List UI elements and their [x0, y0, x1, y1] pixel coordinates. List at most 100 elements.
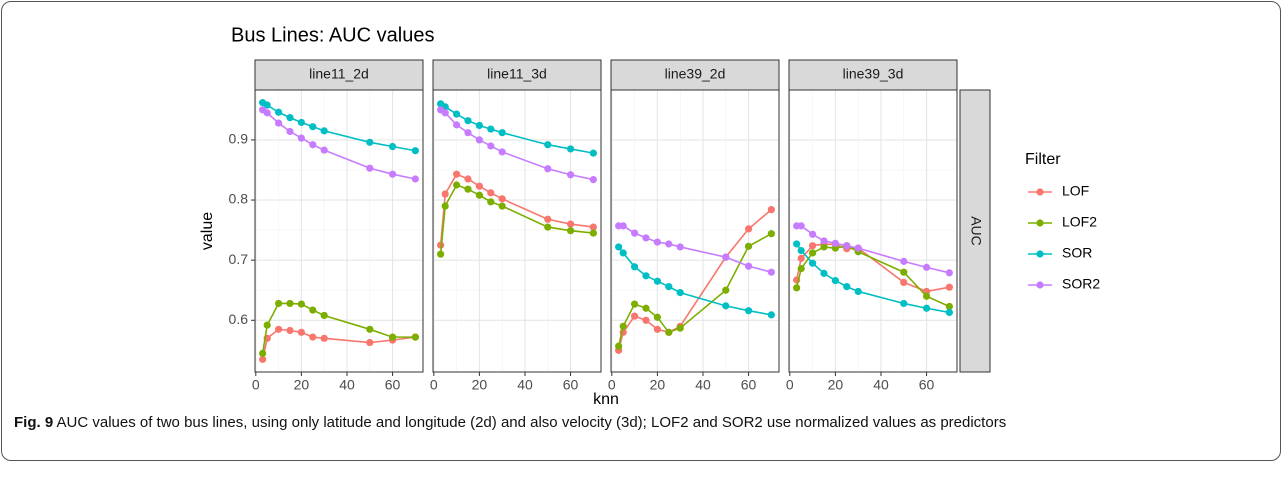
point	[831, 277, 839, 285]
point	[854, 244, 862, 252]
point	[452, 170, 461, 178]
point	[900, 268, 908, 276]
point	[843, 283, 851, 291]
point	[452, 121, 461, 129]
strip-label: line39_3d	[843, 66, 904, 82]
x-tick-label: 20	[828, 377, 844, 393]
point	[309, 123, 317, 131]
legend-item: SOR	[1028, 245, 1092, 261]
y-tick-label: 0.6	[229, 311, 249, 327]
strip-background	[959, 89, 991, 373]
point	[642, 304, 650, 312]
point	[487, 142, 495, 150]
x-tick-label: 0	[786, 377, 794, 393]
line	[261, 328, 416, 360]
point	[487, 198, 495, 206]
strip-background	[432, 59, 602, 91]
point	[922, 292, 931, 300]
point	[831, 239, 839, 247]
point	[498, 129, 506, 137]
line	[262, 109, 416, 180]
point	[286, 114, 294, 122]
point	[589, 223, 597, 231]
figure-frame	[1, 1, 1281, 461]
point	[744, 225, 753, 233]
point	[437, 250, 445, 258]
point	[297, 300, 305, 308]
point	[642, 234, 650, 242]
point	[665, 328, 673, 336]
point	[820, 269, 828, 277]
series: SOR2	[615, 222, 775, 276]
point	[464, 175, 472, 183]
point	[808, 249, 817, 257]
x-tick-label: 0	[430, 377, 438, 393]
point	[544, 165, 552, 173]
legend-item: LOF	[1028, 183, 1089, 199]
series: SOR	[793, 240, 953, 317]
point	[320, 334, 328, 342]
point	[797, 254, 805, 262]
strip-label: line11_2d	[309, 66, 369, 82]
line	[617, 209, 772, 351]
caption-label: Fig. 9	[14, 414, 54, 431]
legend-label: SOR2	[1062, 276, 1100, 292]
strip-background	[788, 59, 958, 91]
panel-background	[789, 90, 957, 372]
point	[589, 149, 597, 157]
point	[797, 246, 805, 255]
x-tick-label: 40	[517, 377, 533, 393]
point	[475, 191, 483, 199]
point	[744, 262, 753, 270]
point	[744, 307, 753, 315]
series: SOR	[615, 243, 775, 319]
point	[263, 321, 271, 329]
point	[366, 325, 374, 333]
point	[589, 175, 597, 184]
point	[744, 242, 753, 250]
point	[566, 227, 575, 235]
line	[795, 244, 950, 308]
point	[767, 206, 775, 214]
point	[630, 300, 639, 308]
chart-title: Bus Lines: AUC values	[231, 24, 434, 46]
point	[498, 148, 506, 156]
point	[665, 283, 673, 291]
point	[630, 312, 639, 320]
point	[566, 171, 575, 179]
point	[630, 263, 639, 271]
point	[320, 146, 328, 154]
series: SOR2	[793, 222, 953, 277]
point	[411, 147, 419, 155]
point	[767, 230, 775, 238]
point	[452, 181, 461, 189]
point	[900, 299, 908, 308]
y-axis-label: value	[199, 212, 216, 250]
caption: Fig. 9 AUC values of two bus lines, usin…	[14, 411, 1214, 435]
point	[797, 264, 805, 273]
line	[440, 103, 594, 154]
point	[320, 311, 328, 320]
point	[676, 289, 684, 297]
point	[820, 243, 828, 251]
legend-label: LOF	[1062, 183, 1089, 199]
point	[286, 326, 294, 335]
point	[259, 349, 267, 357]
point	[589, 229, 597, 237]
point	[286, 299, 294, 308]
point	[441, 109, 449, 117]
point	[441, 190, 449, 198]
line	[796, 225, 950, 274]
facet-panel: 0 20 40 60LOFLOF2SORSOR2line39_3d	[786, 59, 958, 393]
point	[642, 316, 650, 324]
point	[808, 230, 817, 238]
point	[286, 127, 294, 136]
series: LOF2	[615, 230, 775, 350]
point	[922, 263, 931, 271]
facet-panel: 0 20 40 60LOFLOF2SORSOR2line39_2d	[608, 59, 780, 393]
point	[544, 141, 552, 149]
x-tick-label: 40	[873, 377, 889, 393]
point	[297, 118, 305, 127]
point	[630, 229, 639, 237]
point	[475, 182, 483, 190]
